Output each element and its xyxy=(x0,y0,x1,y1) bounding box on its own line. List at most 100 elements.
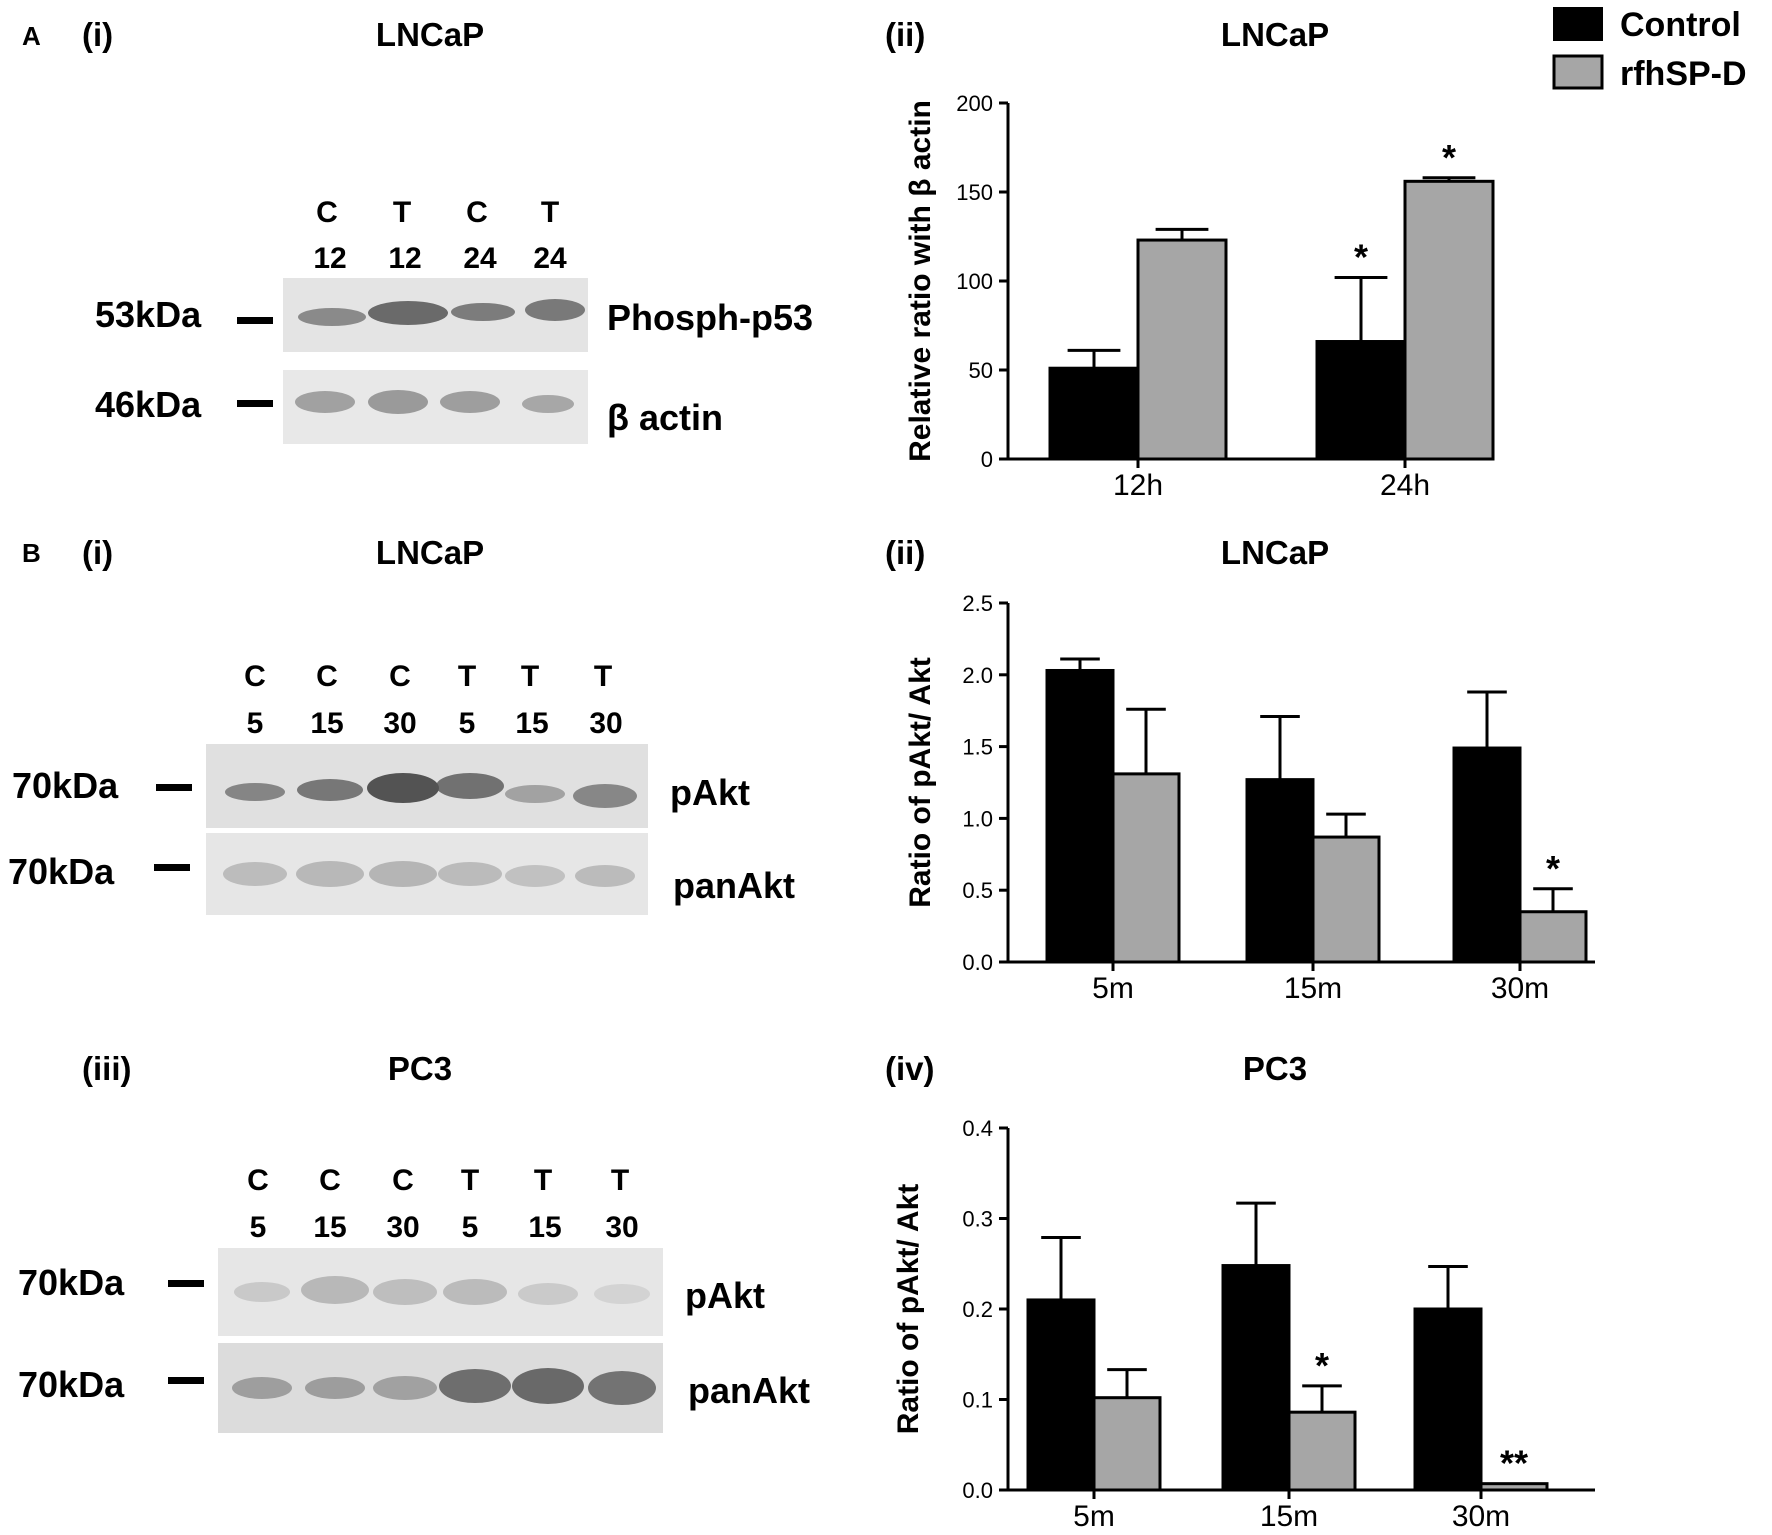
significance-mark: ** xyxy=(1500,1443,1528,1484)
y-axis-label: Relative ratio with β actin xyxy=(904,100,937,462)
bar xyxy=(1311,835,1381,964)
blot-band xyxy=(367,773,439,803)
panel-b-blot2-title: PC3 xyxy=(388,1050,452,1087)
blot-band xyxy=(440,391,500,413)
x-tick-label: 5m xyxy=(1073,1500,1115,1533)
blot-band xyxy=(505,785,565,803)
lane-time: 12 xyxy=(313,242,346,275)
lane-time: 30 xyxy=(383,707,416,740)
y-tick-label: 0.1 xyxy=(962,1388,993,1413)
chart-pc3-pakt: 0.0 0.1 0.2 0.3 0.4 Ratio of pAkt/ Akt 5m * 15m *… xyxy=(892,1116,1595,1533)
band-label: panAkt xyxy=(673,865,795,906)
band-label: β actin xyxy=(607,397,723,438)
blot-band xyxy=(301,1276,369,1304)
blot-band xyxy=(223,862,287,886)
significance-mark: * xyxy=(1354,236,1368,277)
blot-band xyxy=(296,861,364,887)
y-tick-label: 50 xyxy=(969,358,993,383)
lane-cond: C xyxy=(247,1164,269,1197)
lane-cond: C xyxy=(316,196,338,229)
bar xyxy=(1245,778,1315,964)
lane-cond: C xyxy=(244,660,266,693)
x-tick-label: 30m xyxy=(1491,972,1549,1005)
blot-band xyxy=(305,1377,365,1399)
blot-band xyxy=(588,1371,656,1405)
bar xyxy=(1048,366,1140,461)
band-label: pAkt xyxy=(685,1275,765,1316)
y-tick-label: 0.0 xyxy=(962,1478,993,1503)
kda-marker: 46kDa xyxy=(95,384,202,425)
kda-marker: 70kDa xyxy=(12,765,119,806)
lane-time: 15 xyxy=(310,707,343,740)
x-tick-label: 15m xyxy=(1284,972,1342,1005)
blot-band xyxy=(438,862,502,886)
x-tick-label: 12h xyxy=(1113,469,1163,502)
blot-band xyxy=(297,779,363,801)
y-tick-label: 100 xyxy=(956,269,993,294)
y-tick-label: 0.5 xyxy=(962,878,993,903)
blot-band xyxy=(451,303,515,321)
kda-marker: 70kDa xyxy=(18,1262,125,1303)
bar xyxy=(1479,1482,1549,1492)
marker-tick xyxy=(168,1377,204,1384)
blot-band xyxy=(368,301,448,325)
panel-a-letter: A xyxy=(22,21,41,51)
lane-time: 5 xyxy=(462,1211,479,1244)
lane-cond: T xyxy=(541,196,559,229)
bar xyxy=(1287,1410,1357,1492)
blot-band xyxy=(436,773,504,799)
lane-cond: C xyxy=(316,660,338,693)
band-label: panAkt xyxy=(688,1370,810,1411)
lane-cond: T xyxy=(534,1164,552,1197)
lane-cond: C xyxy=(466,196,488,229)
bar xyxy=(1518,910,1588,964)
lane-time: 5 xyxy=(459,707,476,740)
lane-time: 30 xyxy=(386,1211,419,1244)
lane-time: 30 xyxy=(589,707,622,740)
panel-a-chart-title: LNCaP xyxy=(1221,16,1329,53)
blot-band xyxy=(439,1369,511,1403)
kda-marker: 70kDa xyxy=(18,1364,125,1405)
y-axis-label: Ratio of pAkt/ Akt xyxy=(904,657,937,908)
panel-b-chart2-index: (iv) xyxy=(885,1050,935,1087)
blot-band xyxy=(373,1279,437,1305)
y-tick-label: 150 xyxy=(956,180,993,205)
bar xyxy=(1136,238,1228,461)
panel-a-blot-title: LNCaP xyxy=(376,16,484,53)
panel-b-chart2-title: PC3 xyxy=(1243,1050,1307,1087)
lane-cond: T xyxy=(521,660,539,693)
significance-mark: * xyxy=(1315,1345,1329,1386)
lane-cond: T xyxy=(458,660,476,693)
blot-band xyxy=(369,861,437,887)
y-tick-label: 200 xyxy=(956,91,993,116)
panel-b-chart1-title: LNCaP xyxy=(1221,534,1329,571)
blot-band xyxy=(373,1376,437,1400)
blot-band xyxy=(575,865,635,887)
chart-lncap-p53: 0 50 100 150 200 Relative ratio with β actin 1… xyxy=(904,91,1495,502)
panel-b-letter: B xyxy=(22,538,41,568)
blot-band xyxy=(525,299,585,321)
panel-a-chart-index: (ii) xyxy=(885,16,925,53)
y-tick-label: 0.0 xyxy=(962,950,993,975)
legend-label-rfhspd: rfhSP-D xyxy=(1620,55,1747,93)
lane-time: 5 xyxy=(247,707,264,740)
bar xyxy=(1111,772,1181,964)
blot-band xyxy=(512,1368,584,1404)
panel-b-blot1-index: (i) xyxy=(82,534,113,571)
bar xyxy=(1221,1264,1291,1492)
kda-marker: 53kDa xyxy=(95,294,202,335)
marker-tick xyxy=(156,784,192,791)
blot-band xyxy=(225,783,285,801)
lane-time: 15 xyxy=(515,707,548,740)
y-tick-label: 1.5 xyxy=(962,735,993,760)
lane-cond: T xyxy=(594,660,612,693)
blot-band xyxy=(594,1284,650,1304)
marker-tick xyxy=(168,1280,204,1287)
blot-band xyxy=(295,391,355,413)
kda-marker: 70kDa xyxy=(8,851,115,892)
bar xyxy=(1045,668,1115,964)
x-tick-label: 5m xyxy=(1092,972,1134,1005)
bar xyxy=(1026,1298,1096,1492)
